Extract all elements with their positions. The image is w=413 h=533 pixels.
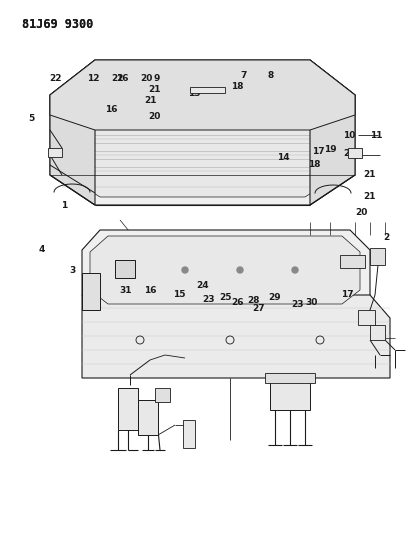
Polygon shape [138,400,158,435]
Polygon shape [115,260,135,278]
Polygon shape [358,310,375,325]
Text: 16: 16 [145,286,157,295]
Polygon shape [265,373,315,383]
Text: 16: 16 [116,75,128,83]
Text: 3: 3 [69,266,76,275]
Text: 12: 12 [87,75,99,83]
Text: 22: 22 [50,75,62,83]
Text: 10: 10 [343,132,355,140]
Text: 19: 19 [324,145,337,154]
Text: 17: 17 [341,290,353,299]
Circle shape [182,267,188,273]
Circle shape [237,267,243,273]
Polygon shape [370,325,385,340]
Text: 21: 21 [363,192,376,200]
Text: 30: 30 [306,298,318,307]
Polygon shape [82,295,390,378]
Polygon shape [310,60,355,205]
Text: 15: 15 [173,290,186,299]
Text: 21: 21 [363,171,376,179]
Text: 20: 20 [343,149,355,158]
Polygon shape [183,420,195,448]
Text: 17: 17 [312,148,324,156]
Text: 2: 2 [383,233,389,241]
Text: 28: 28 [248,296,260,304]
Polygon shape [118,388,138,430]
Polygon shape [340,255,365,268]
Polygon shape [370,248,385,265]
Polygon shape [48,148,62,157]
Text: 26: 26 [231,298,244,307]
Text: 25: 25 [219,293,231,302]
Text: 22: 22 [112,75,124,83]
Text: 11: 11 [370,132,382,140]
Text: 27: 27 [252,304,264,312]
Text: 20: 20 [140,75,153,83]
Polygon shape [348,148,362,158]
Polygon shape [50,60,355,130]
Polygon shape [50,60,355,205]
Text: 16: 16 [105,105,118,114]
Polygon shape [90,236,360,304]
Text: 20: 20 [355,208,368,216]
Polygon shape [190,87,225,93]
Text: 4: 4 [38,245,45,254]
Text: 21: 21 [145,96,157,104]
Text: 18: 18 [231,82,244,91]
Polygon shape [270,380,310,410]
Text: 23: 23 [202,295,215,304]
Polygon shape [50,60,95,205]
Text: 81J69 9300: 81J69 9300 [22,18,93,31]
Text: 21: 21 [149,85,161,94]
Polygon shape [155,388,170,402]
Text: 18: 18 [308,160,320,168]
Text: 23: 23 [291,301,304,309]
Text: 5: 5 [28,114,34,123]
Text: 8: 8 [267,71,274,80]
Text: 29: 29 [268,293,281,302]
Polygon shape [82,273,100,310]
Text: 31: 31 [120,286,132,295]
Text: 9: 9 [154,75,160,83]
Circle shape [292,267,298,273]
Polygon shape [82,230,370,310]
Text: 24: 24 [196,281,209,289]
Text: 14: 14 [277,153,289,161]
Text: 1: 1 [61,201,67,209]
Text: 20: 20 [149,112,161,120]
Polygon shape [57,70,348,197]
Circle shape [127,267,133,273]
Text: 7: 7 [240,71,247,80]
Text: 13: 13 [188,89,200,98]
Text: 81J69 9300: 81J69 9300 [22,18,93,31]
